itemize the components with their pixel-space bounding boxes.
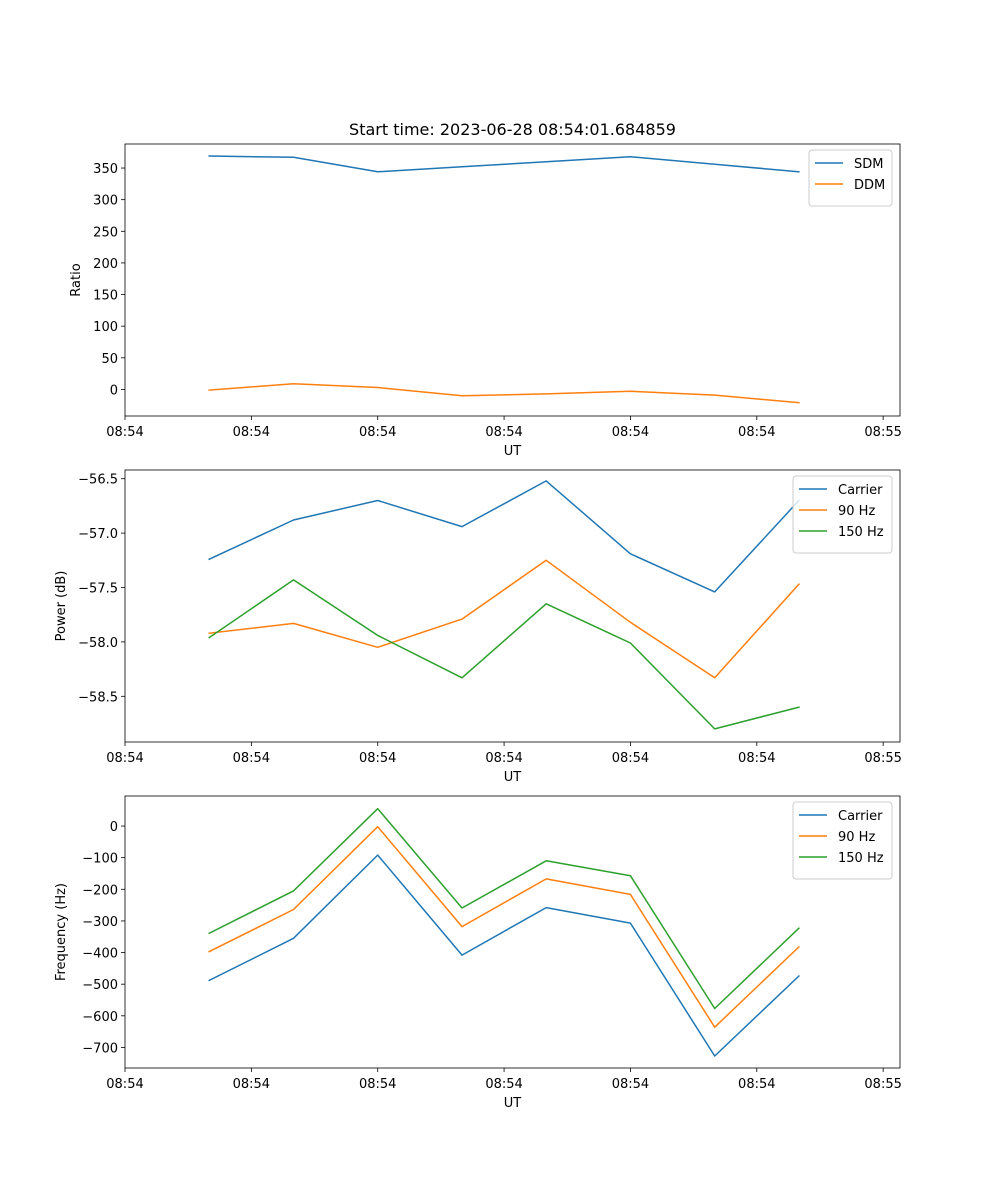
y-tick-label: 200	[93, 257, 118, 272]
y-axis-label: Frequency (Hz)	[54, 883, 69, 981]
series-line-150-hz	[208, 807, 800, 1010]
series-line-carrier	[208, 854, 800, 1057]
series-line-90-hz	[208, 559, 800, 679]
plot-frame	[124, 143, 901, 417]
y-tick-label: −57.0	[78, 527, 118, 542]
x-tick-label: 08:54	[359, 751, 396, 766]
series-line-carrier	[208, 480, 800, 593]
x-tick-label: 08:54	[359, 425, 396, 440]
y-tick-label: 0	[110, 820, 118, 835]
legend-box	[792, 475, 893, 554]
legend: SDM DDM	[808, 149, 893, 207]
series-line-150-hz	[208, 579, 800, 730]
y-tick-label: −700	[82, 1041, 118, 1056]
y-tick-label: −56.5	[78, 473, 118, 488]
y-tick-label: −100	[82, 852, 118, 867]
x-tick-label: 08:55	[864, 1077, 901, 1092]
y-tick-label: −57.5	[78, 582, 118, 597]
y-tick-label: −400	[82, 947, 118, 962]
legend-label: Carrier	[838, 809, 883, 824]
x-tick-label: 08:54	[106, 1077, 143, 1092]
x-tick-label: 08:54	[233, 751, 270, 766]
x-axis-label: UT	[504, 1096, 522, 1111]
legend-label: DDM	[854, 178, 885, 193]
legend-label: 90 Hz	[838, 830, 875, 845]
plot-frame	[124, 469, 901, 743]
x-tick-label: 08:54	[359, 1077, 396, 1092]
y-tick-label: −600	[82, 1010, 118, 1025]
x-tick-label: 08:54	[233, 1077, 270, 1092]
x-axis-label: UT	[504, 770, 522, 785]
x-tick-label: 08:54	[106, 425, 143, 440]
y-tick-label: 250	[93, 225, 118, 240]
x-axis-label: UT	[504, 444, 522, 459]
chart-panel-1: Start time: 2023-06-28 08:54:01.684859 08…	[69, 120, 902, 459]
legend-label: Carrier	[838, 483, 883, 498]
x-tick-label: 08:54	[738, 425, 775, 440]
plot-frame	[124, 795, 901, 1069]
legend-label: 90 Hz	[838, 504, 875, 519]
y-tick-label: −200	[82, 883, 118, 898]
y-tick-label: −58.5	[78, 690, 118, 705]
legend: Carrier 90 Hz 150 Hz	[792, 801, 893, 880]
x-tick-label: 08:54	[485, 751, 522, 766]
x-tick-label: 08:55	[864, 751, 901, 766]
y-tick-label: 100	[93, 320, 118, 335]
series-line-sdm	[208, 155, 800, 173]
x-tick-label: 08:54	[738, 751, 775, 766]
y-tick-label: 50	[101, 352, 118, 367]
x-tick-label: 08:55	[864, 425, 901, 440]
x-tick-label: 08:54	[485, 425, 522, 440]
legend-label: 150 Hz	[838, 851, 884, 866]
legend-label: SDM	[854, 157, 883, 172]
x-tick-label: 08:54	[233, 425, 270, 440]
y-axis-label: Power (dB)	[54, 571, 69, 642]
legend-box	[792, 801, 893, 880]
series-line-ddm	[208, 382, 800, 404]
y-tick-label: 300	[93, 194, 118, 209]
legend-label: 150 Hz	[838, 525, 884, 540]
y-tick-label: 350	[93, 162, 118, 177]
chart-title: Start time: 2023-06-28 08:54:01.684859	[349, 120, 676, 139]
x-tick-label: 08:54	[612, 751, 649, 766]
chart-panel-2: 08:54 08:54 08:54 08:54 08:54 08:54 08:55 −58.5…	[54, 469, 902, 785]
y-tick-label: −58.0	[78, 636, 118, 651]
legend-box	[808, 149, 893, 207]
chart-panel-3: 08:54 08:54 08:54 08:54 08:54 08:54 08:55 −700 −…	[54, 795, 902, 1111]
x-tick-label: 08:54	[612, 1077, 649, 1092]
legend: Carrier 90 Hz 150 Hz	[792, 475, 893, 554]
x-tick-label: 08:54	[612, 425, 649, 440]
y-tick-label: 150	[93, 289, 118, 304]
x-tick-label: 08:54	[485, 1077, 522, 1092]
y-tick-label: −300	[82, 915, 118, 930]
y-tick-label: −500	[82, 978, 118, 993]
x-tick-label: 08:54	[738, 1077, 775, 1092]
series-line-90-hz	[208, 825, 800, 1028]
y-tick-label: 0	[110, 383, 118, 398]
y-axis-label: Ratio	[69, 263, 84, 296]
x-tick-label: 08:54	[106, 751, 143, 766]
